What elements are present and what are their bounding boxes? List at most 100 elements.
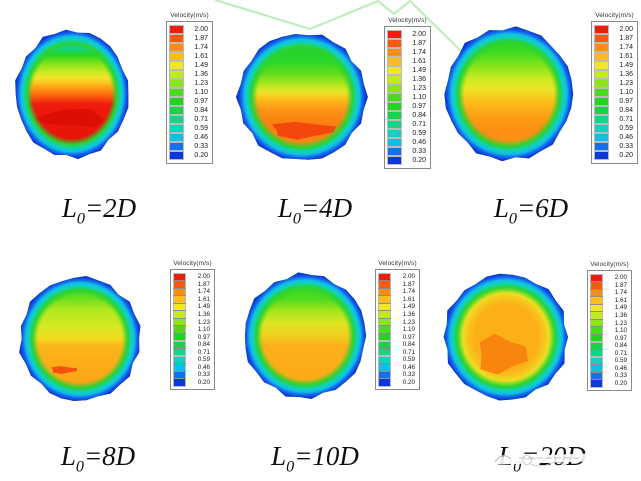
color-swatch: [378, 378, 391, 387]
colorbar-row: 0.84: [173, 340, 210, 349]
colorbar-row: 2.00: [387, 29, 426, 40]
colorbar-value: 0.71: [197, 348, 210, 356]
color-swatch: [169, 114, 184, 125]
colorbar-value: 0.46: [194, 134, 208, 141]
colorbar-value: 1.49: [619, 62, 633, 69]
colorbar-title: Velocity(m/s): [170, 12, 209, 19]
colorbar-value: 0.71: [194, 116, 208, 123]
color-swatch: [173, 287, 186, 297]
colorbar-row: 1.10: [594, 87, 633, 98]
colorbar-row: 0.20: [594, 150, 633, 161]
colorbar-l0-8d: Velocity(m/s) 2.00 1.87 1.74 1.61 1.49 1.36 1.…: [170, 260, 215, 391]
contour-plot-l0-10d: [238, 268, 372, 404]
colorbar-box: 2.00 1.87 1.74 1.61 1.49 1.36 1.23 1.10 0.97 0.84…: [170, 269, 215, 391]
plot-label-l0-8d: L0=8D: [38, 441, 158, 474]
colorbar-value: 0.71: [402, 348, 415, 356]
colorbar-row: 1.87: [378, 280, 415, 289]
colorbar-row: 1.87: [590, 281, 627, 290]
color-swatch: [387, 92, 402, 103]
colorbar-box: 2.00 1.87 1.74 1.61 1.49 1.36 1.23 1.10 0.97 0.84…: [375, 269, 420, 391]
colorbar-value: 0.97: [614, 334, 627, 342]
color-swatch: [173, 317, 186, 327]
color-swatch: [169, 87, 184, 98]
colorbar-row: 0.20: [387, 155, 426, 166]
label-value: =4D: [300, 193, 353, 223]
colorbar-row: 2.00: [378, 272, 415, 282]
color-swatch: [169, 105, 184, 116]
colorbar-value: 0.71: [619, 116, 633, 123]
colorbar-value: 0.46: [197, 363, 210, 371]
colorbar-value: 0.33: [197, 371, 210, 379]
colorbar-value: 1.49: [412, 67, 426, 74]
colorbar-title: Velocity(m/s): [378, 260, 417, 267]
colorbar-value: 0.97: [412, 103, 426, 110]
colorbar-row: 1.74: [590, 288, 627, 298]
colorbar-value: 0.84: [194, 107, 208, 114]
color-swatch: [590, 311, 603, 320]
colorbar-value: 0.59: [614, 357, 627, 365]
color-swatch: [387, 110, 402, 121]
colorbar-l0-10d: Velocity(m/s) 2.00 1.87 1.74 1.61 1.49 1.36 1.…: [375, 260, 420, 391]
colorbar-row: 0.59: [173, 355, 210, 365]
contour-plot-l0-4d: [232, 27, 372, 167]
colorbar-l0-20d: Velocity(m/s) 2.00 1.87 1.74 1.61 1.49 1.36 1.…: [587, 261, 632, 392]
colorbar-value: 0.46: [614, 364, 627, 372]
colorbar-value: 1.87: [614, 281, 627, 289]
color-swatch: [173, 280, 186, 289]
colorbar-row: 1.36: [173, 310, 210, 319]
colorbar-value: 1.36: [194, 71, 208, 78]
colorbar-value: 1.74: [614, 289, 627, 297]
colorbar-value: 0.20: [412, 157, 426, 164]
colorbar-row: 1.49: [387, 65, 426, 76]
colorbar-value: 1.36: [197, 311, 210, 318]
colorbar-row: 1.10: [387, 92, 426, 103]
label-symbol: L: [493, 193, 509, 223]
color-swatch: [590, 341, 603, 350]
color-swatch: [387, 56, 402, 67]
colorbar-value: 1.61: [402, 295, 415, 303]
colorbar-row: 0.71: [378, 347, 415, 357]
colorbar-row: 2.00: [169, 24, 208, 35]
color-swatch: [594, 42, 609, 53]
color-swatch: [594, 132, 609, 143]
label-symbol: L: [277, 193, 293, 223]
colorbar-value: 1.36: [619, 71, 633, 78]
color-swatch: [173, 302, 186, 312]
colorbar-value: 0.97: [194, 98, 208, 105]
colorbar-value: 2.00: [402, 273, 415, 281]
color-swatch: [594, 69, 609, 80]
color-swatch: [173, 355, 186, 365]
colorbar-value: 0.59: [412, 130, 426, 137]
color-swatch: [378, 317, 391, 327]
color-swatch: [387, 38, 402, 49]
colorbar-row: 1.74: [594, 42, 633, 53]
color-swatch: [169, 132, 184, 143]
label-subscript: 0: [286, 457, 295, 476]
contour-plot-l0-2d: [10, 24, 134, 164]
colorbar-value: 0.20: [614, 379, 627, 387]
colorbar-row: 0.33: [387, 146, 426, 157]
colorbar-value: 0.59: [619, 125, 633, 132]
color-swatch: [173, 325, 186, 334]
colorbar-row: 1.36: [590, 311, 627, 320]
colorbar-row: 1.23: [387, 83, 426, 94]
contour-svg: [15, 29, 129, 160]
colorbar-row: 0.97: [378, 332, 415, 342]
label-value: =8D: [83, 441, 136, 471]
colorbar-row: 1.36: [378, 310, 415, 319]
color-swatch: [378, 280, 391, 289]
colorbar-row: 1.49: [173, 302, 210, 312]
colorbar-row: 1.61: [378, 295, 415, 304]
color-swatch: [387, 65, 402, 76]
color-swatch: [169, 69, 184, 80]
color-swatch: [590, 326, 603, 335]
color-swatch: [387, 83, 402, 94]
colorbar-value: 0.33: [402, 371, 415, 379]
color-swatch: [590, 318, 603, 328]
contour-svg: [443, 273, 569, 401]
color-swatch: [169, 24, 184, 35]
colorbar-row: 2.00: [594, 24, 633, 35]
colorbar-value: 0.59: [197, 356, 210, 364]
colorbar-value: 1.87: [412, 40, 426, 47]
color-swatch: [173, 340, 186, 349]
